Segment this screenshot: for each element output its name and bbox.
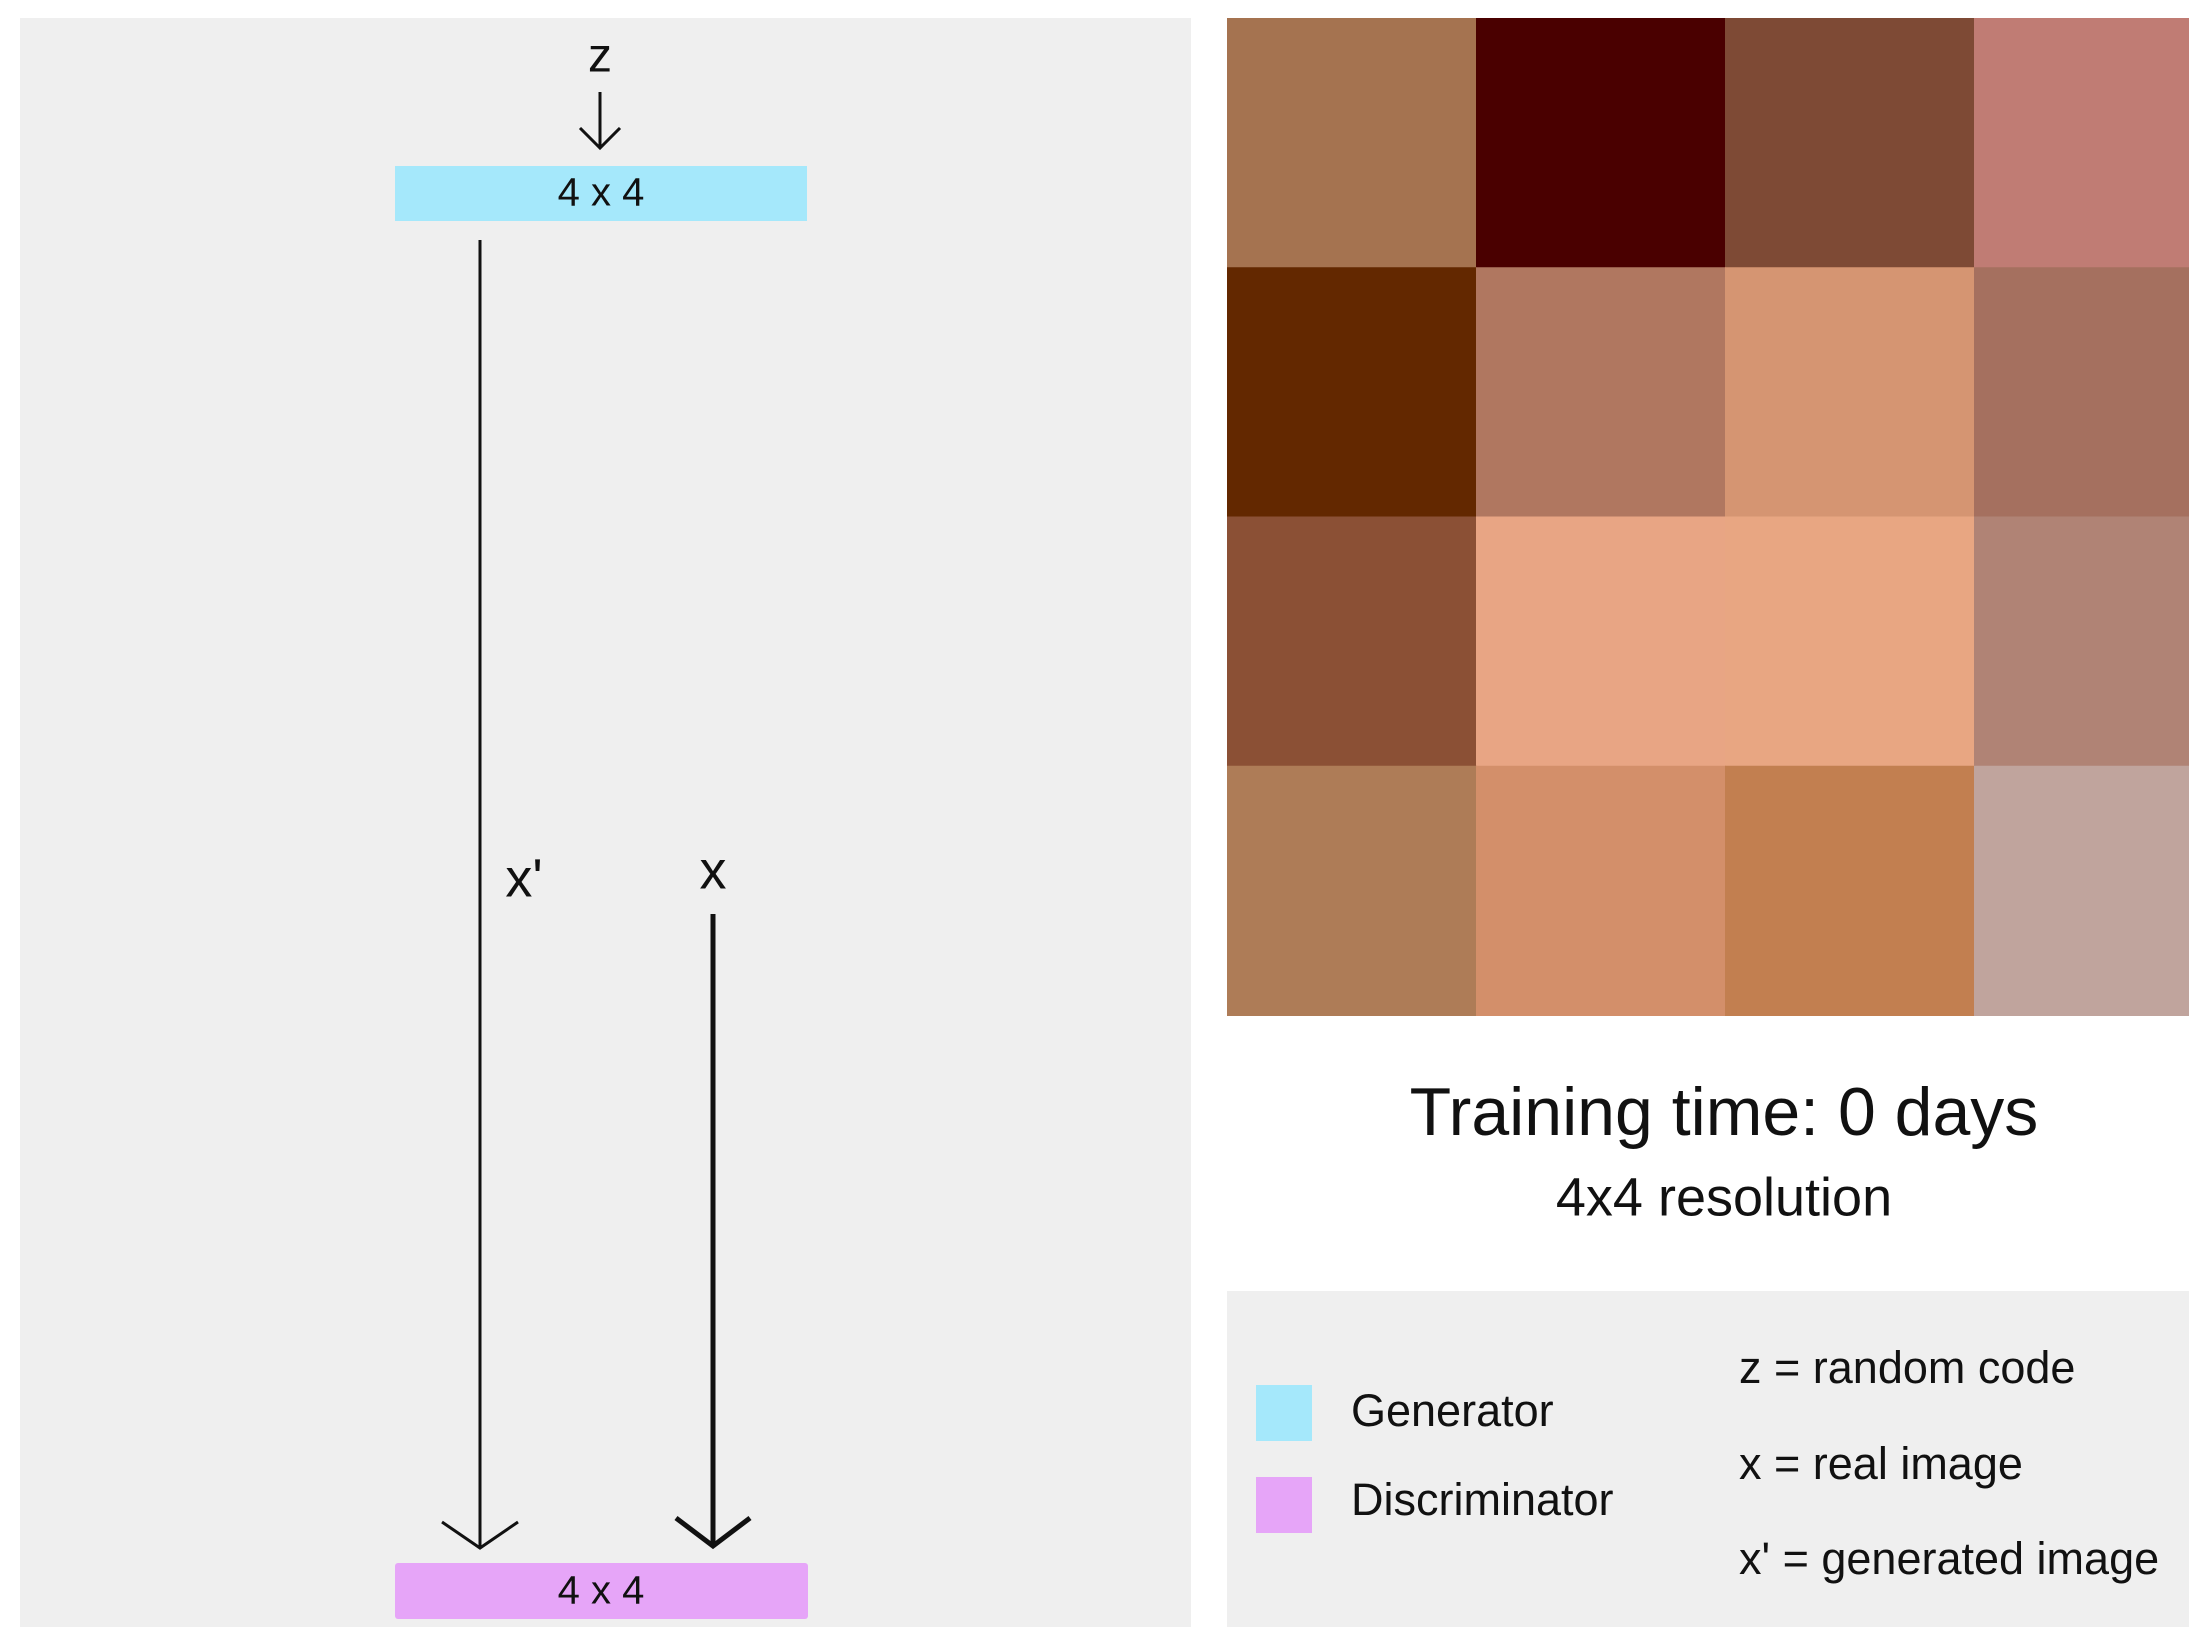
legend-definition: x = real image <box>1739 1438 2023 1489</box>
image-pixel <box>1725 517 1975 767</box>
z-label: z <box>588 30 612 83</box>
image-pixel <box>1227 517 1477 767</box>
image-pixel <box>1476 517 1726 767</box>
image-pixel <box>1725 18 1975 268</box>
generated-image <box>1227 18 2189 1016</box>
image-pixel <box>1227 267 1477 517</box>
image-pixel <box>1974 18 2189 268</box>
legend-swatch <box>1256 1385 1312 1441</box>
image-title: Training time: 0 days <box>1410 1074 2039 1150</box>
diagram-panel <box>20 18 1191 1627</box>
image-pixel <box>1227 18 1477 268</box>
x-prime-label: x' <box>505 848 542 908</box>
legend-swatch <box>1256 1477 1312 1533</box>
legend-definition: z = random code <box>1739 1342 2075 1393</box>
image-pixel <box>1974 766 2189 1016</box>
image-pixel <box>1476 766 1726 1016</box>
image-pixel <box>1974 267 2189 517</box>
page: z 4 x 4 x' x 4 x 4 Training time: 0 days… <box>0 0 2189 1627</box>
legend-item: Generator <box>1351 1385 1554 1436</box>
legend-definition: x' = generated image <box>1739 1533 2159 1584</box>
image-pixel <box>1227 766 1477 1016</box>
image-pixel <box>1476 267 1726 517</box>
image-subtitle: 4x4 resolution <box>1556 1167 1892 1227</box>
discriminator-block-label: 4 x 4 <box>558 1569 645 1613</box>
x-label: x <box>700 840 727 900</box>
image-pixel <box>1974 517 2189 767</box>
image-pixel <box>1725 766 1975 1016</box>
legend-item: Discriminator <box>1351 1474 1614 1525</box>
image-pixel <box>1476 18 1726 268</box>
generator-block-label: 4 x 4 <box>558 171 645 215</box>
image-pixel <box>1725 267 1975 517</box>
